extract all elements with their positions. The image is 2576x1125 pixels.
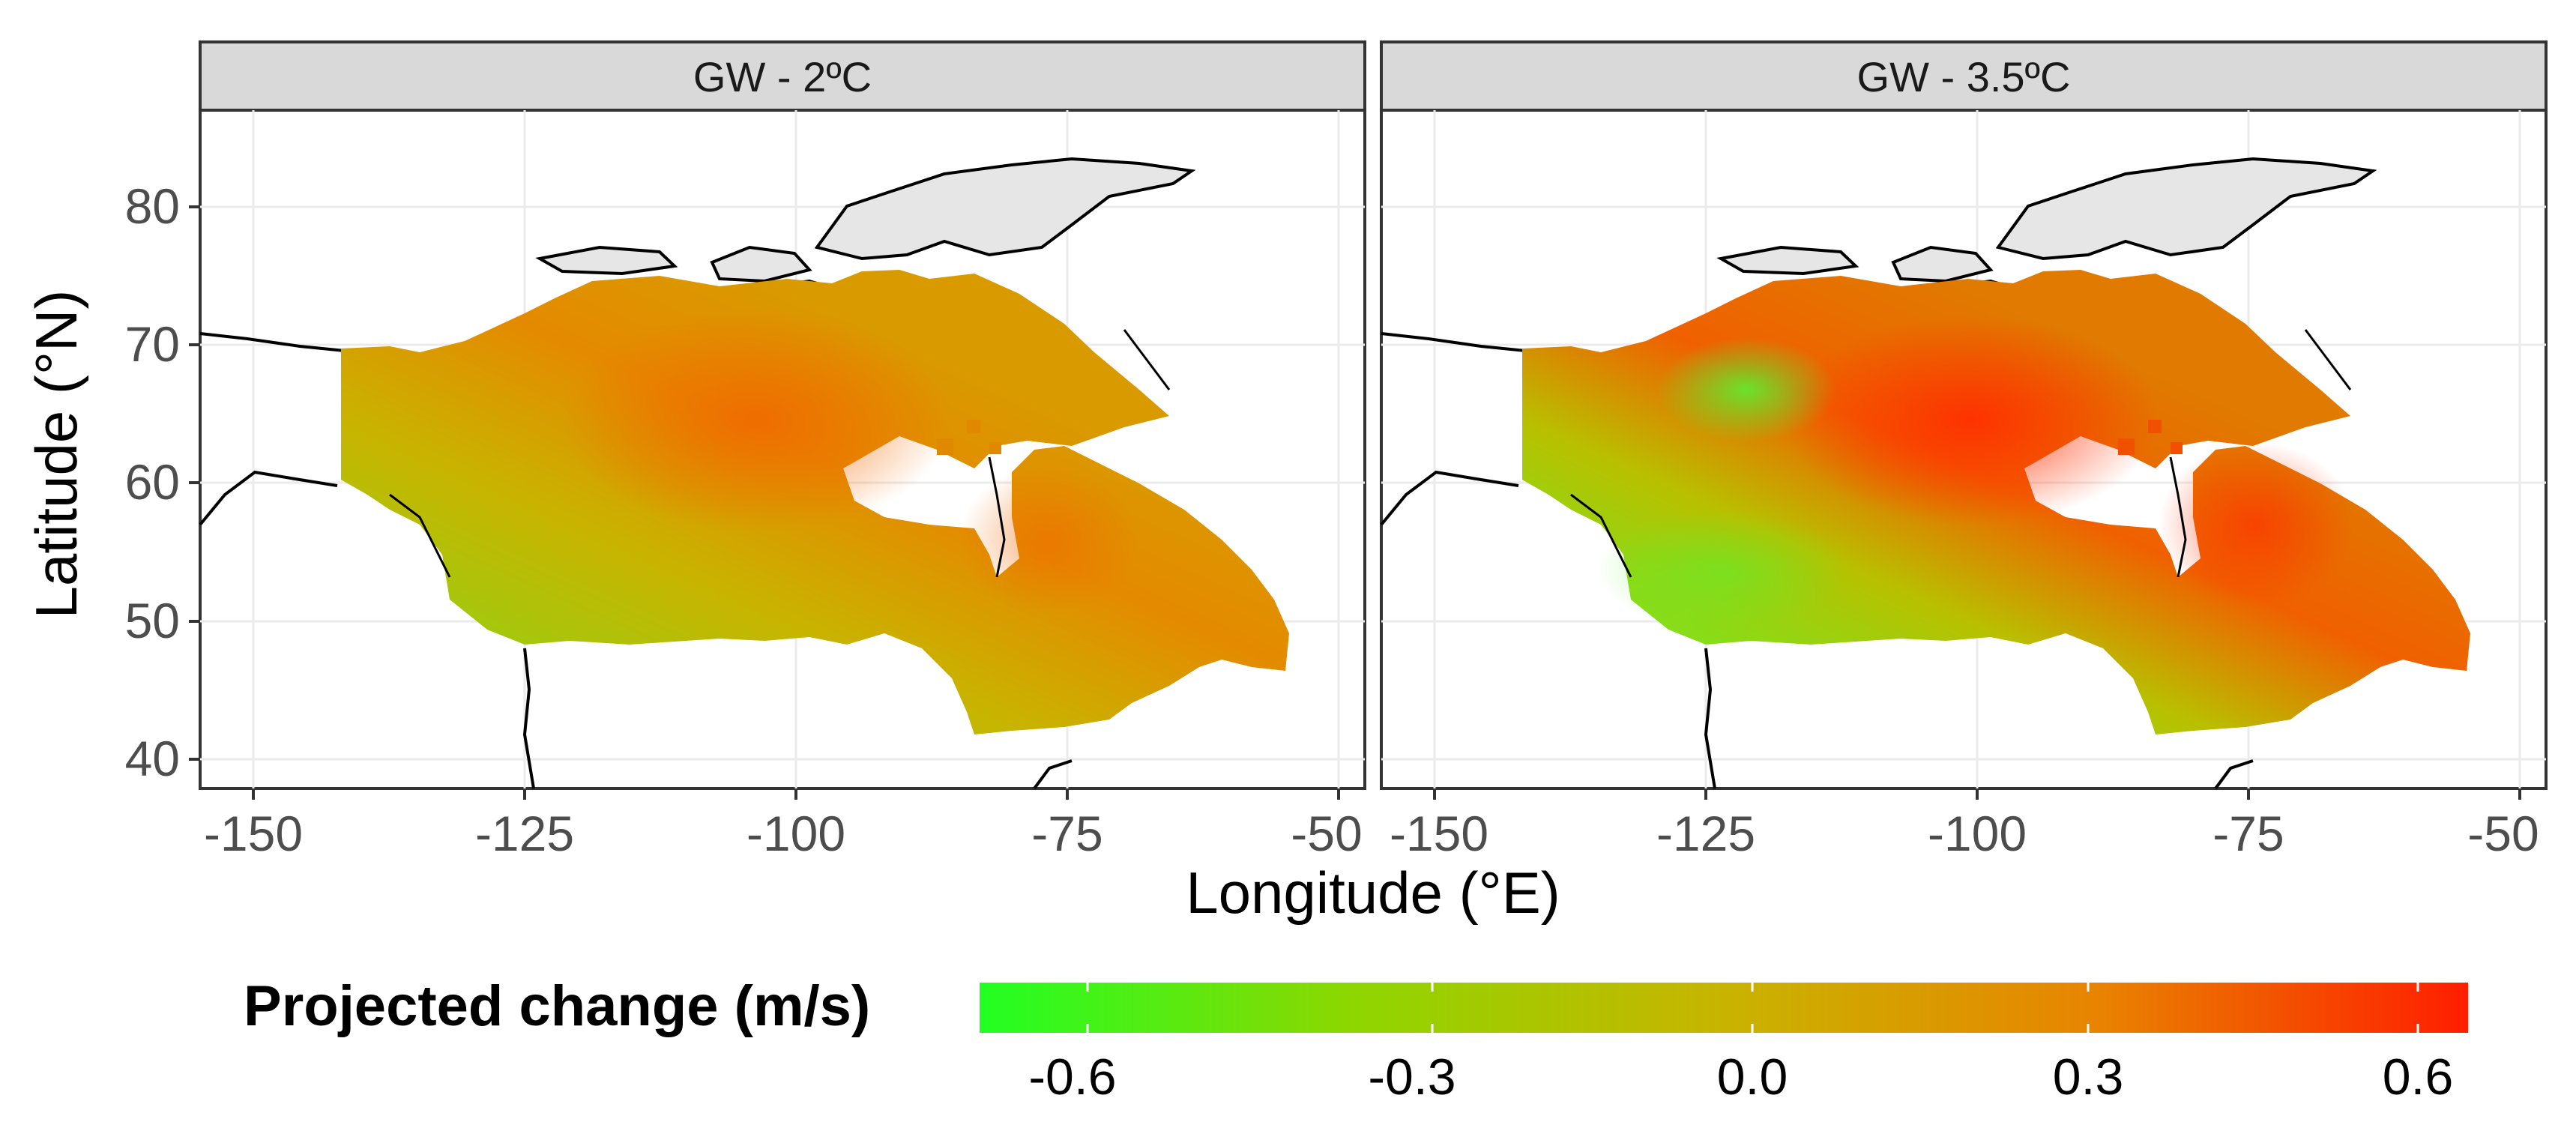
x-tick-label: -125 bbox=[475, 806, 574, 861]
legend-tick-label: 0.6 bbox=[2383, 1049, 2454, 1106]
x-tick-label: -100 bbox=[1928, 806, 2027, 861]
legend-tick-label: 0.3 bbox=[2053, 1049, 2124, 1106]
panel-title: GW - 3.5ºC bbox=[1857, 53, 2071, 100]
y-tick-label: 80 bbox=[125, 178, 180, 234]
x-axis-title: Longitude (°E) bbox=[1186, 860, 1560, 926]
x-tick-label: -150 bbox=[204, 806, 303, 861]
projected-change-field bbox=[341, 270, 1289, 735]
neighbor-coastlines bbox=[1380, 332, 2254, 790]
y-tick-label: 60 bbox=[125, 454, 180, 510]
strip-background bbox=[199, 40, 1366, 112]
projected-change-field bbox=[1522, 270, 2470, 735]
colorbar bbox=[980, 983, 2468, 1033]
panel-title: GW - 2ºC bbox=[693, 53, 872, 100]
x-tick-label: -125 bbox=[1656, 806, 1755, 861]
x-tick-label: -50 bbox=[1291, 806, 1362, 861]
x-axis-ticks-panel1: -150 -125 -100 -75 -50 bbox=[204, 788, 1363, 861]
x-tick-label: -100 bbox=[746, 806, 845, 861]
strip-background bbox=[1380, 40, 2548, 112]
legend-tick-label: -0.3 bbox=[1368, 1049, 1456, 1106]
canada-coastline bbox=[389, 329, 1171, 578]
y-tick-label: 40 bbox=[125, 731, 180, 786]
x-axis-ticks-panel2: -150 -125 -100 -75 -50 bbox=[1390, 788, 2539, 861]
neighbor-coastlines bbox=[199, 332, 1073, 790]
y-axis-title: Latitude (°N) bbox=[23, 290, 89, 619]
y-axis-ticks: 80 70 60 50 40 bbox=[125, 178, 200, 786]
map-panel-gw-3-5c: GW - 3.5ºC bbox=[1380, 40, 2548, 790]
y-tick-label: 70 bbox=[125, 316, 180, 372]
map-panel-gw-2c: GW - 2ºC bbox=[199, 40, 1366, 790]
x-tick-label: -50 bbox=[2467, 806, 2539, 861]
legend-tick-label: -0.6 bbox=[1028, 1049, 1116, 1106]
y-tick-label: 50 bbox=[125, 593, 180, 648]
colorbar-legend: Projected change (m/s) -0.6 -0.3 0.0 0.3… bbox=[244, 974, 2468, 1106]
x-tick-label: -150 bbox=[1390, 806, 1488, 861]
legend-title: Projected change (m/s) bbox=[244, 974, 870, 1038]
x-tick-label: -75 bbox=[1031, 806, 1103, 861]
canada-coastline bbox=[1570, 329, 2352, 578]
x-tick-label: -75 bbox=[2212, 806, 2284, 861]
legend-tick-label: 0.0 bbox=[1717, 1049, 1788, 1106]
